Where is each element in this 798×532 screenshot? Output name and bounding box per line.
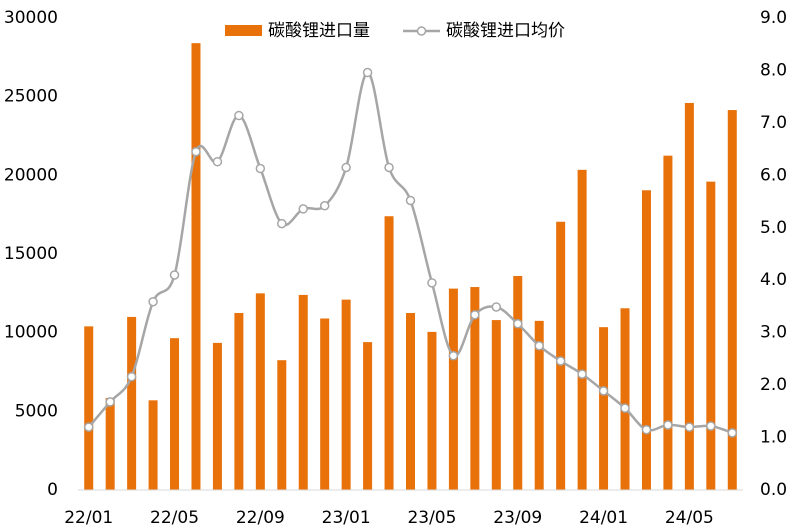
bar [298,294,308,490]
bar [148,400,158,490]
bar [577,169,587,490]
line-marker [191,146,201,157]
line-marker [169,270,180,280]
bar [363,342,373,490]
x-tick-label: 22/05 [150,508,199,528]
x-tick-label: 23/05 [407,508,456,528]
x-tick-label: 24/01 [579,508,628,528]
y-tick-label: 30000 [4,8,58,28]
line-marker [298,204,308,214]
bar [620,308,630,490]
bar [491,320,501,490]
bar [684,102,694,491]
line-marker [341,162,351,173]
bar [255,293,265,490]
y2-tick-label: 7.0 [760,113,787,133]
y2-tick-label: 8.0 [760,60,787,80]
y2-tick-label: 4.0 [760,270,787,290]
line-marker [277,218,287,229]
x-tick-label: 23/01 [322,508,371,528]
x-tick-label: 22/09 [236,508,285,528]
line-marker [470,310,480,320]
y2-tick-label: 3.0 [760,323,787,343]
line-marker [534,341,544,351]
price-line [87,71,733,435]
line-marker [620,403,630,413]
bar [427,331,437,490]
bar [663,155,673,490]
legend-swatch [225,25,262,36]
bar [277,360,287,490]
bar [727,110,737,490]
bar [212,342,222,490]
bar [641,190,651,490]
line-marker [555,356,566,366]
line-marker [212,156,223,167]
y-tick-label: 10000 [4,323,58,343]
bar [534,320,544,490]
line-marker [727,428,738,438]
line-marker [641,424,652,435]
line-marker [126,371,137,382]
line-marker [598,386,609,396]
y2-tick-label: 9.0 [760,8,787,28]
line-marker [83,422,94,432]
x-tick-label: 23/09 [493,508,542,528]
line-marker [319,201,330,211]
bar [105,397,115,490]
y2-tick-label: 0.0 [760,480,787,500]
line-marker [706,421,716,431]
legend-label: 碳酸锂进口均价 [446,21,565,41]
line-marker [148,296,158,307]
bar [234,313,244,490]
y-tick-label: 25000 [4,87,58,107]
bar [470,287,480,490]
bar [513,276,523,490]
line-marker [684,422,695,432]
line-marker [384,162,394,173]
bar [191,43,201,490]
bar [320,318,330,490]
line-marker [427,278,437,288]
line-marker [663,420,673,430]
line-marker [405,195,416,206]
bar [406,313,415,490]
bar [599,327,609,490]
bar [84,326,94,490]
line-marker [362,67,373,78]
bar [556,221,566,490]
y-tick-label: 5000 [15,401,58,421]
line-marker [255,163,266,174]
line-marker [577,369,587,379]
line-marker [513,319,523,329]
legend-label: 碳酸锂进口量 [268,21,370,41]
bar [127,316,137,490]
y2-tick-label: 5.0 [760,218,787,238]
bar [706,181,716,491]
x-tick-label: 22/01 [64,508,113,528]
bar [341,299,351,490]
bar [170,338,180,490]
bar [384,216,394,491]
y-tick-label: 15000 [4,244,58,264]
y-tick-label: 20000 [4,165,58,185]
x-tick-label: 24/05 [665,508,714,528]
y2-tick-label: 2.0 [760,375,787,395]
line-marker [448,350,459,361]
line-marker [234,110,244,121]
y2-tick-label: 1.0 [760,428,787,448]
y2-tick-label: 6.0 [760,165,787,185]
line-marker [105,397,115,407]
line-marker [491,302,502,312]
y-tick-label: 0 [47,480,58,500]
bar [448,288,458,490]
legend-swatch [416,26,427,36]
